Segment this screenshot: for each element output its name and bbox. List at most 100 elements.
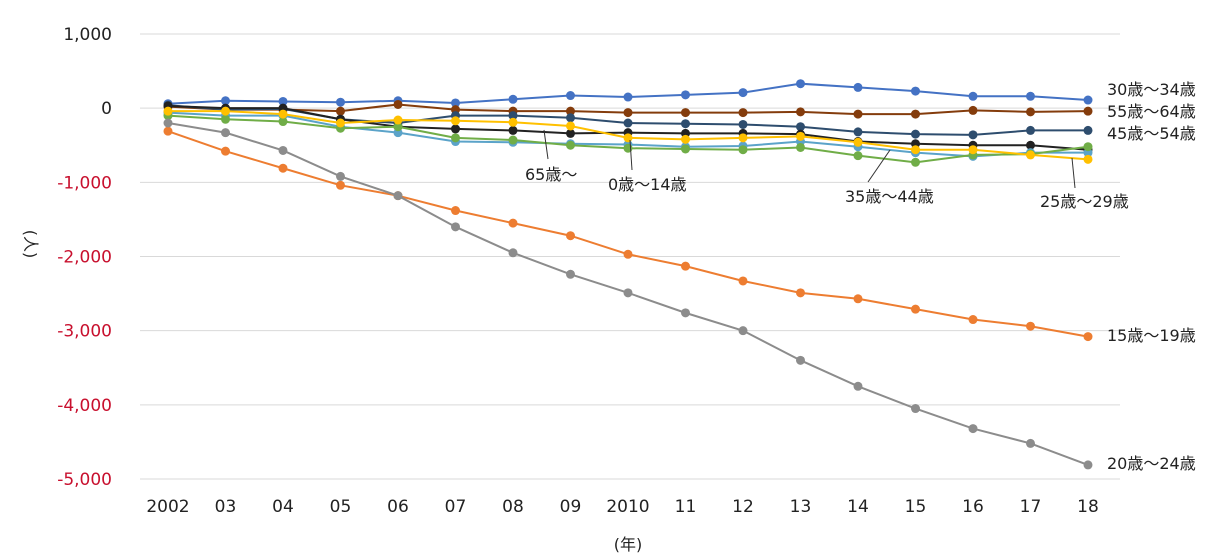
data-point [623, 108, 633, 118]
data-point [738, 276, 748, 286]
data-point [796, 122, 805, 132]
x-tick-label: 11 [675, 497, 697, 517]
x-tick-label: 14 [847, 497, 869, 517]
data-point [278, 163, 288, 173]
data-point [681, 308, 690, 318]
y-tick-label: -5,000 [57, 470, 112, 490]
x-tick-label: 08 [502, 497, 524, 517]
data-point [796, 107, 805, 117]
data-point [796, 79, 805, 89]
data-point [163, 106, 173, 116]
data-point [1083, 332, 1093, 342]
data-point [451, 222, 460, 232]
data-point [508, 125, 518, 135]
data-point [221, 96, 230, 106]
data-point [1026, 438, 1035, 448]
data-point [566, 106, 575, 116]
data-point [911, 404, 920, 414]
data-point [968, 424, 978, 434]
y-tick-label: 0 [101, 99, 112, 119]
data-point [508, 248, 518, 258]
series-30歳〜34歳 [163, 79, 1093, 109]
x-tick-label: 17 [1020, 497, 1042, 517]
data-point [278, 96, 288, 106]
data-point [796, 288, 805, 298]
data-point [221, 114, 230, 124]
data-point [1026, 150, 1035, 160]
data-point [623, 288, 633, 298]
x-axis: 2002 03 04 05 06 07 08 09 2010 11 12 13 14 15 16 17 18 [146, 497, 1098, 517]
data-point [451, 98, 460, 108]
data-point [968, 130, 978, 140]
data-point [1026, 125, 1035, 135]
series-25歳〜29歳 [163, 106, 1093, 164]
data-point [221, 146, 230, 156]
x-tick-label: 13 [790, 497, 812, 517]
data-point [1026, 140, 1035, 150]
x-tick-label: 12 [732, 497, 754, 517]
data-point [221, 106, 230, 116]
data-point [911, 304, 920, 314]
data-point [278, 109, 288, 119]
data-point [1026, 107, 1035, 117]
data-point [451, 116, 460, 126]
x-tick-label: 18 [1077, 497, 1099, 517]
series-label: 25歳〜29歳 [1040, 192, 1129, 211]
series-label: 45歳〜54歳 [1107, 124, 1196, 143]
data-point [566, 140, 575, 150]
x-axis-label: (年) [614, 535, 643, 554]
data-point [853, 137, 863, 147]
data-point [681, 134, 690, 144]
data-point [968, 145, 978, 155]
data-point [163, 126, 173, 136]
data-point [623, 133, 633, 143]
data-point [623, 249, 633, 259]
data-point [853, 127, 863, 137]
data-point [451, 124, 460, 134]
data-point [508, 94, 518, 104]
callout-leader-line [543, 129, 549, 160]
callout-leader-line [867, 149, 891, 183]
y-tick-label: -3,000 [57, 322, 112, 342]
data-point [508, 218, 518, 228]
data-point [1083, 154, 1093, 164]
series-label: 20歳〜24歳 [1107, 454, 1196, 473]
series-label: 65歳〜 [525, 165, 577, 184]
data-point [681, 119, 690, 129]
data-point [336, 180, 345, 190]
series-labels: 30歳〜34歳 55歳〜64歳 45歳〜54歳 65歳〜 0歳〜14歳 35歳〜44歳 25… [525, 80, 1196, 473]
data-point [566, 128, 575, 138]
data-point [623, 118, 633, 128]
data-point [278, 145, 288, 155]
callout-leader-line [629, 139, 633, 171]
data-point [911, 157, 920, 167]
x-tick-label: 06 [387, 497, 409, 517]
data-point [738, 88, 748, 98]
data-point [853, 381, 863, 391]
x-tick-label: 04 [272, 497, 294, 517]
data-point [508, 135, 518, 145]
data-point [566, 113, 575, 123]
data-point [968, 105, 978, 115]
data-point [911, 109, 920, 119]
series-line [167, 130, 1089, 338]
y-tick-label: -4,000 [57, 396, 112, 416]
data-point [508, 111, 518, 121]
data-point [1083, 95, 1093, 105]
x-tick-label: 2010 [606, 497, 649, 517]
series-label: 55歳〜64歳 [1107, 102, 1196, 121]
data-point [163, 118, 173, 128]
data-point [738, 145, 748, 155]
x-tick-label: 05 [330, 497, 352, 517]
x-tick-label: 15 [905, 497, 927, 517]
series-55歳〜64歳 [163, 99, 1093, 119]
gridlines [140, 33, 1120, 480]
data-point [566, 121, 575, 131]
data-point [336, 171, 345, 181]
data-point [738, 108, 748, 118]
data-point [393, 191, 403, 201]
data-point [566, 91, 575, 101]
data-point [968, 91, 978, 101]
series-label: 0歳〜14歳 [608, 175, 687, 194]
